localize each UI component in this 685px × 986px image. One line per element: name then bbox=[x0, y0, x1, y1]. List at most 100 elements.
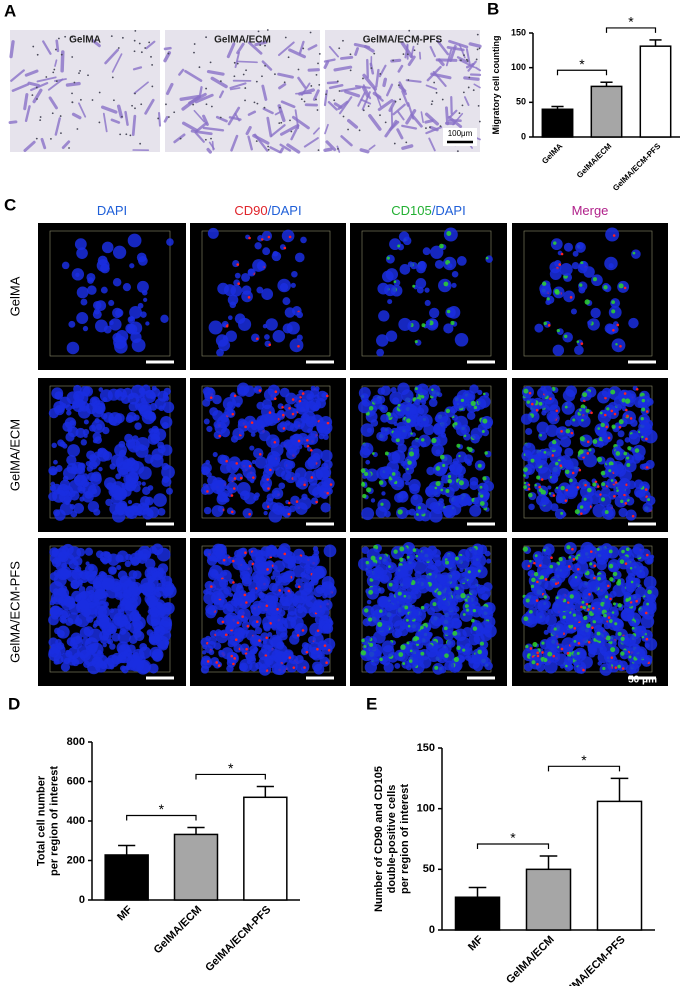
nucleus bbox=[222, 603, 234, 615]
cell bbox=[262, 107, 274, 115]
nucleus bbox=[66, 341, 80, 355]
cd105 bbox=[434, 486, 438, 490]
cd90 bbox=[587, 640, 591, 644]
nucleus bbox=[300, 236, 307, 244]
nucleus bbox=[112, 278, 122, 287]
nucleus bbox=[302, 410, 316, 425]
nucleus bbox=[262, 247, 271, 256]
pore bbox=[110, 35, 113, 38]
nucleus bbox=[241, 573, 253, 585]
cd90 bbox=[631, 514, 635, 518]
nucleus bbox=[583, 544, 596, 557]
cell bbox=[340, 86, 362, 93]
cell bbox=[266, 116, 273, 138]
cd105 bbox=[399, 546, 405, 552]
nucleus bbox=[276, 546, 290, 560]
cd105 bbox=[555, 290, 560, 295]
nucleus bbox=[618, 477, 631, 490]
cd105 bbox=[543, 450, 547, 454]
nucleus bbox=[281, 601, 291, 611]
nucleus bbox=[319, 656, 330, 667]
pore bbox=[342, 115, 345, 118]
pore bbox=[289, 119, 291, 122]
cell bbox=[353, 43, 371, 49]
nucleus bbox=[92, 438, 98, 444]
cd105 bbox=[627, 446, 632, 451]
nucleus bbox=[281, 650, 294, 663]
cd90 bbox=[329, 483, 333, 486]
y-tick-label: 150 bbox=[511, 27, 526, 37]
nucleus bbox=[451, 270, 459, 278]
pore bbox=[287, 56, 290, 59]
cd105 bbox=[525, 644, 529, 649]
cd105 bbox=[523, 474, 527, 477]
nucleus bbox=[594, 628, 607, 642]
panel-label: E bbox=[366, 694, 377, 713]
nucleus bbox=[358, 400, 371, 414]
cd90 bbox=[625, 408, 628, 412]
pore bbox=[117, 47, 120, 49]
cd105 bbox=[523, 616, 529, 622]
cd105 bbox=[540, 489, 546, 496]
cd90 bbox=[265, 636, 268, 640]
cd90 bbox=[303, 483, 306, 487]
cd90 bbox=[283, 246, 287, 250]
nucleus bbox=[161, 575, 173, 587]
cd105 bbox=[480, 494, 484, 498]
nucleus bbox=[617, 430, 625, 438]
nucleus bbox=[437, 574, 447, 585]
cd105 bbox=[446, 309, 451, 314]
nucleus bbox=[604, 404, 616, 416]
nucleus bbox=[565, 385, 578, 397]
nucleus bbox=[616, 439, 624, 447]
pore bbox=[278, 122, 281, 125]
nucleus bbox=[381, 491, 386, 496]
nucleus bbox=[602, 432, 608, 438]
nucleus bbox=[470, 573, 477, 579]
nucleus bbox=[286, 555, 297, 566]
nucleus bbox=[81, 473, 89, 481]
nucleus bbox=[520, 413, 533, 425]
pore bbox=[71, 92, 73, 95]
nucleus bbox=[100, 556, 106, 563]
cell bbox=[181, 121, 199, 133]
nucleus bbox=[644, 643, 650, 648]
cd105 bbox=[579, 436, 585, 442]
cd105 bbox=[596, 456, 603, 463]
nucleus bbox=[283, 459, 294, 470]
nucleus bbox=[216, 591, 224, 600]
cd90 bbox=[233, 394, 237, 398]
cd105 bbox=[615, 343, 618, 346]
nucleus bbox=[250, 478, 255, 484]
header-part: CD90 bbox=[234, 203, 267, 218]
pore bbox=[462, 91, 465, 94]
nucleus bbox=[572, 250, 579, 257]
cd105 bbox=[611, 300, 615, 304]
nucleus bbox=[56, 625, 70, 639]
cd105 bbox=[569, 478, 573, 483]
cell bbox=[23, 93, 29, 111]
nucleus bbox=[376, 348, 385, 357]
nucleus bbox=[212, 394, 222, 405]
nucleus bbox=[407, 261, 414, 268]
cd105 bbox=[443, 281, 449, 287]
nucleus bbox=[470, 555, 481, 566]
cd105 bbox=[555, 486, 559, 490]
cell bbox=[398, 81, 408, 96]
nucleus bbox=[219, 454, 230, 466]
nucleus bbox=[156, 602, 164, 610]
cell bbox=[261, 60, 273, 71]
nucleus bbox=[393, 578, 399, 584]
cd105 bbox=[641, 635, 645, 639]
cd90 bbox=[580, 605, 583, 609]
nucleus bbox=[74, 238, 87, 251]
cd90 bbox=[591, 606, 595, 610]
cd105 bbox=[572, 418, 576, 422]
pore bbox=[478, 47, 481, 50]
cd90 bbox=[230, 654, 234, 658]
cd105 bbox=[529, 609, 533, 614]
nucleus bbox=[568, 433, 573, 439]
cd90 bbox=[584, 483, 587, 487]
pore bbox=[78, 72, 80, 75]
nucleus bbox=[628, 643, 640, 654]
